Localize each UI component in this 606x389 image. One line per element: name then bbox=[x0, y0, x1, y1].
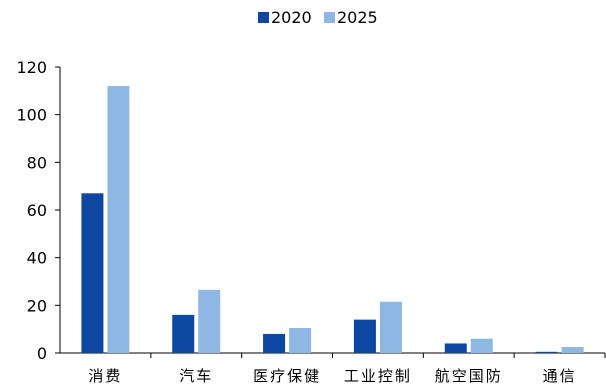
y-tick-label: 60 bbox=[27, 201, 47, 220]
x-tick-label: 通信 bbox=[543, 367, 577, 385]
bars bbox=[81, 86, 584, 354]
bar-2025-通信 bbox=[561, 347, 584, 353]
bar-2020-通信 bbox=[535, 351, 558, 353]
bar-2025-工业控制 bbox=[379, 301, 402, 353]
x-tick-label: 工业控制 bbox=[344, 367, 412, 385]
bar-2020-医疗保健 bbox=[263, 333, 286, 353]
bar-2025-汽车 bbox=[198, 289, 221, 353]
y-tick-label: 0 bbox=[37, 344, 47, 363]
x-tick-label: 汽车 bbox=[179, 367, 213, 385]
x-tick-label: 医疗保健 bbox=[253, 367, 321, 385]
y-tick-label: 120 bbox=[16, 58, 47, 77]
y-axis: 0 20 40 60 80 100 120 bbox=[16, 58, 61, 363]
bar-2025-医疗保健 bbox=[289, 327, 312, 353]
bar-2020-航空国防 bbox=[444, 343, 467, 353]
y-tick-label: 100 bbox=[16, 106, 47, 125]
x-axis: 消费 汽车 医疗保健 工业控制 航空国防 通信 bbox=[60, 352, 606, 385]
legend: 2020 2025 bbox=[258, 8, 378, 27]
legend-label: 2025 bbox=[337, 8, 378, 27]
x-tick-label: 消费 bbox=[88, 367, 122, 385]
bar-2020-汽车 bbox=[172, 314, 195, 353]
y-tick-label: 20 bbox=[27, 296, 47, 315]
y-tick-label: 80 bbox=[27, 153, 47, 172]
bar-2025-航空国防 bbox=[470, 338, 493, 353]
bar-2020-消费 bbox=[81, 193, 104, 353]
legend-swatch-2025 bbox=[324, 12, 335, 23]
legend-swatch-2020 bbox=[258, 12, 269, 23]
bar-2020-工业控制 bbox=[353, 319, 376, 353]
y-tick-label: 40 bbox=[27, 249, 47, 268]
bar-2025-消费 bbox=[107, 86, 130, 354]
legend-label: 2020 bbox=[271, 8, 312, 27]
x-tick-label: 航空国防 bbox=[435, 367, 503, 385]
